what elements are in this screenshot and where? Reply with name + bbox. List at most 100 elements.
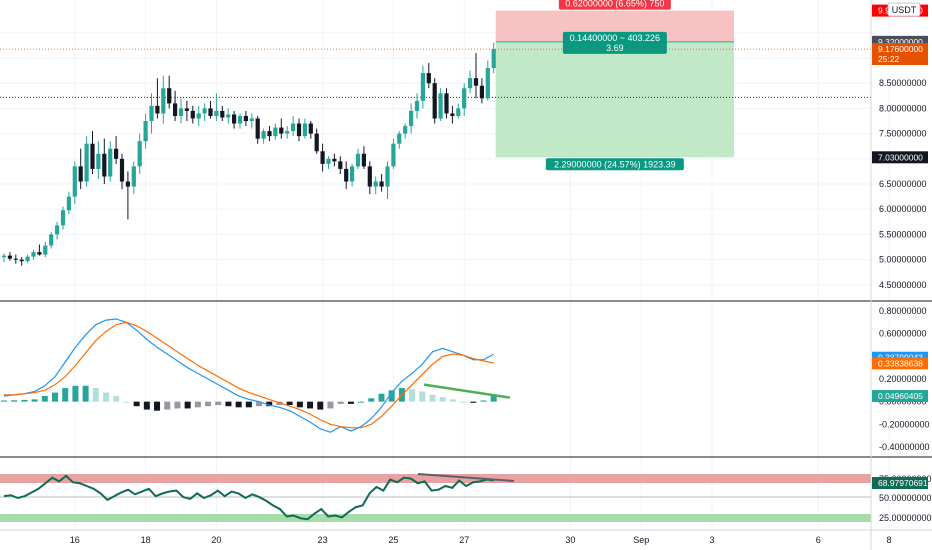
candle-body <box>13 258 18 260</box>
candle-body <box>409 110 414 127</box>
rsi-line <box>3 474 494 521</box>
time-tick-label: 27 <box>459 535 469 545</box>
price-tag-label: 9.17600000 <box>878 44 923 54</box>
target-label: 2.29000000 (24.57%) 1923.39 <box>554 159 676 169</box>
macd-tick-label: 0.60000000 <box>879 329 927 339</box>
macd-histogram-bar <box>256 401 263 407</box>
macd-histogram-bar <box>470 401 477 403</box>
time-tick-label: 6 <box>816 535 821 545</box>
price-tick-label: 5.50000000 <box>879 229 927 239</box>
macd-histogram-bar <box>337 401 344 404</box>
candle-body <box>462 88 467 109</box>
candle-body <box>426 73 431 84</box>
time-axis[interactable]: 16182023252730Sep368101 <box>70 535 932 545</box>
candle-body <box>403 126 408 134</box>
macd-tick-label: 0.80000000 <box>879 306 927 316</box>
currency-label: USDT <box>892 5 917 15</box>
macd-tick-label: 0.20000000 <box>879 374 927 384</box>
candle-body <box>19 259 24 262</box>
rsi-axis[interactable]: 75.0000000050.0000000025.0000000068.9797… <box>872 474 932 523</box>
macd-histogram-bar <box>1 400 7 402</box>
currency-badge[interactable]: USDT <box>887 2 921 17</box>
macd-histogram-bar <box>460 401 467 403</box>
candle-body <box>302 123 307 137</box>
macd-histogram-bar <box>52 392 59 402</box>
macd-histogram-bar <box>92 388 99 402</box>
candle-body <box>196 113 201 119</box>
candle-body <box>143 121 148 142</box>
rsi-tick-label: 50.00000000 <box>879 493 932 503</box>
candle-body <box>267 131 272 137</box>
candle-body <box>60 210 66 226</box>
price-tag-label: 9.32000000 <box>878 37 923 47</box>
macd-histogram-bar <box>41 395 48 402</box>
candle-body <box>119 158 125 182</box>
macd-tag <box>872 390 928 403</box>
position-tool[interactable]: 0.62000000 (6.65%) 750 0.14400000 ~ 403.… <box>495 0 734 171</box>
macd-histogram-bar <box>368 398 375 402</box>
candle-body <box>43 245 48 255</box>
entry-label-line-2: 3.69 <box>606 43 624 53</box>
candle-body <box>350 166 355 182</box>
candle-body <box>249 118 254 122</box>
candle-body <box>66 196 71 211</box>
candle-body <box>468 78 473 89</box>
take-profit-zone[interactable] <box>495 41 734 158</box>
candle-body <box>385 166 390 187</box>
stop-label-box: 0.62000000 (6.65%) 750 <box>558 0 671 10</box>
candle-body <box>279 127 284 134</box>
price-axis[interactable]: 8.50000000 8.00000000 7.50000000 6.50000000… <box>872 4 928 290</box>
macd-tick-label: -0.20000000 <box>879 419 930 429</box>
candle-body <box>367 166 372 187</box>
candle-body <box>373 181 378 187</box>
macd-histogram-bar <box>388 390 395 402</box>
price-tick-label: 8.00000000 <box>879 103 927 113</box>
candle-body <box>320 151 325 164</box>
candle-body <box>137 141 142 167</box>
candle-body <box>438 93 443 119</box>
candle-body <box>167 88 172 104</box>
macd-histogram-bar <box>307 401 314 409</box>
candles <box>1 42 496 266</box>
candle-body <box>55 225 60 235</box>
macd-histogram-bar <box>21 399 28 402</box>
rsi-divergence-trendline[interactable] <box>417 473 515 482</box>
macd-divergence-trendline[interactable] <box>423 383 511 399</box>
candle-body <box>326 158 331 164</box>
time-tick-label: 23 <box>318 535 328 545</box>
candle-body <box>78 166 83 182</box>
macd-histogram-bar <box>31 399 38 402</box>
candle-body <box>397 133 402 144</box>
entry-label-box: 0.14400000 ~ 403.226 3.69 <box>562 31 667 54</box>
rsi-tick-label: 25.00000000 <box>879 513 932 523</box>
price-tag <box>872 43 928 56</box>
macd-histogram-bar <box>113 395 120 402</box>
candle-body <box>432 83 437 119</box>
candle-body <box>72 166 77 197</box>
candle-body <box>1 255 7 258</box>
target-label-box: 2.29000000 (24.57%) 1923.39 <box>545 158 684 171</box>
time-tick-label: 8 <box>886 535 891 545</box>
candle-body <box>125 181 130 187</box>
macd-axis[interactable]: 0.800000000.600000000.400000000.20000000… <box>872 306 930 452</box>
macd-histogram-bar <box>347 401 354 404</box>
macd-histogram-bar <box>286 401 293 406</box>
candle-body <box>226 114 231 118</box>
rsi-tag <box>872 477 928 489</box>
macd-histogram-bar <box>266 401 273 407</box>
macd-histogram-bar <box>72 385 79 402</box>
macd-histogram-bar <box>194 401 201 408</box>
candle-body <box>84 143 89 182</box>
macd-histogram-bar <box>123 401 130 403</box>
price-tick-label: 5.00000000 <box>879 255 927 265</box>
candle-body <box>285 131 290 134</box>
candle-body <box>338 161 343 169</box>
macd-histogram-bar <box>174 401 181 409</box>
candle-body <box>184 108 189 111</box>
price-tag-label: 7.03000000 <box>878 152 923 162</box>
time-tick-label: 16 <box>70 535 80 545</box>
candle-body <box>473 78 479 86</box>
time-tick-label: Sep <box>633 535 649 545</box>
macd-line <box>3 318 494 433</box>
